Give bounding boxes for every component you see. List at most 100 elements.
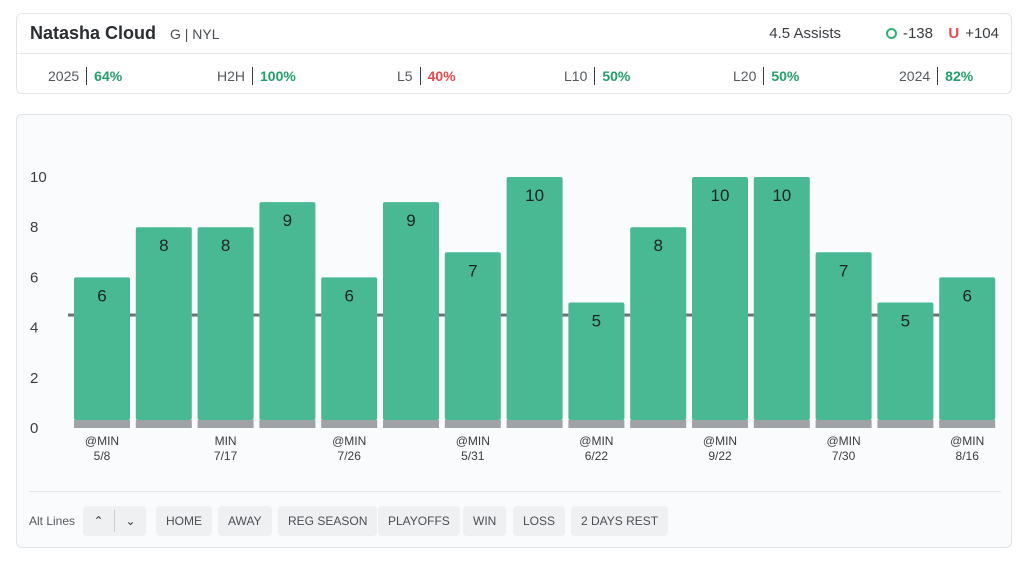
x-tick-date: 7/30 [832, 449, 856, 463]
bar-base [692, 420, 748, 428]
bar-value-label: 7 [839, 261, 848, 280]
x-tick-opponent: @MIN [703, 434, 737, 448]
bar [753, 177, 810, 420]
bar [74, 277, 130, 420]
bar-value-label: 7 [468, 261, 477, 280]
alt-lines-stepper: ⌃ ⌄ [83, 506, 146, 536]
filter-home-chip[interactable]: HOME [156, 506, 212, 536]
bar [506, 177, 563, 420]
bar [321, 277, 378, 420]
bar-value-label: 10 [525, 186, 544, 205]
x-tick-opponent: MIN [215, 434, 237, 448]
bar-base [74, 420, 130, 428]
stat-divider [763, 67, 765, 85]
chevron-up-icon: ⌃ [93, 514, 104, 528]
bar-value-label: 6 [97, 286, 106, 305]
bar-base [630, 420, 687, 428]
bar-value-label: 5 [592, 312, 601, 331]
stat-value: 50% [602, 68, 631, 84]
bar [197, 227, 254, 420]
bar-base [259, 420, 316, 428]
bar-base [444, 420, 501, 428]
bar-base [383, 420, 439, 428]
x-tick-opponent: @MIN [827, 434, 861, 448]
stat-divider [419, 67, 421, 85]
player-header-top: Natasha Cloud G | NYL 4.5 Assists -138 U… [17, 14, 1011, 54]
x-tick-date: 6/22 [585, 449, 609, 463]
bar [135, 227, 192, 420]
x-tick-opponent: @MIN [456, 434, 490, 448]
stat-l10[interactable]: L10 50% [564, 67, 630, 85]
stat-2024[interactable]: 2024 82% [899, 67, 973, 85]
bar-value-label: 8 [653, 236, 662, 255]
filter-loss-chip[interactable]: LOSS [513, 506, 566, 536]
stat-2025[interactable]: 2025 64% [48, 67, 122, 85]
bar-value-label: 8 [221, 236, 230, 255]
stat-divider [937, 67, 939, 85]
under-label: U [948, 25, 960, 42]
stat-l20[interactable]: L20 50% [733, 67, 799, 85]
stat-divider [252, 67, 254, 85]
over-odds-button[interactable]: -138 [885, 25, 933, 42]
chevron-down-icon: ⌄ [125, 514, 136, 528]
over-circle-icon [885, 28, 897, 39]
bar-value-label: 8 [159, 236, 168, 255]
bar-base [939, 420, 996, 428]
prop-line: 4.5 Assists [769, 25, 841, 42]
filter-away-chip[interactable]: AWAY [218, 506, 272, 536]
bar [692, 177, 748, 420]
stat-value: 40% [427, 68, 456, 84]
bar-base [197, 420, 254, 428]
bar-value-label: 5 [901, 312, 910, 331]
stat-divider [86, 67, 88, 85]
x-tick-opponent: @MIN [950, 434, 984, 448]
bar [630, 227, 687, 420]
bar-value-label: 9 [283, 211, 292, 230]
alt-line-down-button[interactable]: ⌄ [115, 506, 146, 536]
bar [815, 252, 872, 420]
x-tick-opponent: @MIN [332, 434, 366, 448]
alt-line-up-button[interactable]: ⌃ [83, 506, 114, 536]
game-log-chart-card: 0 2 4 6 8 10 6 8 8 9 6 9 7 10 5 8 10 10 7 5 6 @MIN 5/8 MIN 7/17 @… [16, 114, 1012, 548]
bar-base [568, 420, 625, 428]
bar-value-label: 9 [406, 211, 415, 230]
filter-playoffs-chip[interactable]: PLAYOFFS [378, 506, 460, 536]
stat-label: 2024 [899, 68, 931, 84]
x-tick-date: 8/16 [956, 449, 980, 463]
under-odds-value: +104 [965, 25, 999, 42]
stat-l5[interactable]: L5 40% [397, 67, 456, 85]
bar [877, 302, 934, 420]
stat-value: 82% [945, 68, 974, 84]
stat-value: 100% [260, 68, 296, 84]
hit-rate-stats-row: 2025 64% H2H 100% L5 40% L10 50% L20 50% 2024… [17, 54, 1011, 95]
filter-2-days-rest-chip[interactable]: 2 DAYS REST [571, 506, 669, 536]
bar-value-label: 10 [772, 186, 791, 205]
y-tick-label: 0 [30, 420, 38, 437]
filter-reg-season-chip[interactable]: REG SEASON [278, 506, 378, 536]
stat-value: 50% [771, 68, 800, 84]
y-tick-label: 2 [30, 370, 38, 387]
stat-label: H2H [217, 68, 246, 84]
bar-value-label: 6 [344, 286, 353, 305]
x-tick-date: 5/31 [461, 449, 485, 463]
stat-label: 2025 [48, 68, 80, 84]
under-odds-button[interactable]: U +104 [948, 25, 999, 42]
bar-base [135, 420, 192, 428]
stepper-divider [114, 510, 115, 532]
stat-divider [594, 67, 596, 85]
bar-base [815, 420, 872, 428]
x-tick-opponent: @MIN [579, 434, 613, 448]
y-tick-label: 8 [30, 219, 38, 236]
stat-h2h[interactable]: H2H 100% [217, 67, 296, 85]
bar [568, 302, 625, 420]
y-tick-label: 10 [30, 169, 47, 186]
x-tick-date: 5/8 [94, 449, 111, 463]
bar-base [321, 420, 378, 428]
y-tick-label: 4 [30, 320, 38, 337]
filter-win-chip[interactable]: WIN [463, 506, 507, 536]
alt-lines-label: Alt Lines [29, 514, 76, 528]
bar-value-label: 10 [711, 186, 730, 205]
stat-label: L10 [564, 68, 588, 84]
player-name[interactable]: Natasha Cloud [30, 23, 157, 43]
